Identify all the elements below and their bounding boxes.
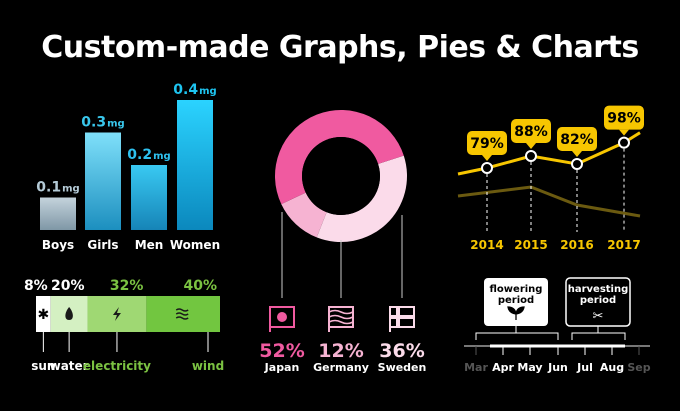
donut-slice-germany [281, 192, 327, 238]
sprout-icon-shape [507, 306, 525, 320]
japan-flag-icon [269, 306, 295, 332]
stack-value-label: 8% [24, 278, 48, 294]
donut-category-label: Japan [264, 361, 300, 374]
timeline-period-box [484, 278, 548, 326]
timeline-period-box [565, 277, 631, 327]
background-trend-line [457, 185, 641, 218]
line-value-label: 82% [560, 132, 594, 148]
line-callout-pointer [482, 155, 492, 161]
stack-category-label: water [50, 359, 89, 373]
wind-icon-stroke [175, 316, 189, 320]
flag-germany-stripe [328, 309, 354, 315]
sprout-icon [507, 306, 525, 320]
timeline-month-label: Aug [600, 361, 624, 374]
bar-category-label: Women [170, 238, 220, 252]
lightning-icon [112, 307, 121, 321]
line-value-label: 88% [514, 124, 548, 140]
water-drop-icon-shape [65, 307, 73, 320]
sun-icon: ✱ [37, 307, 49, 323]
flag-sweden-cross-h [390, 315, 414, 319]
bar-girls [85, 132, 121, 230]
flag-japan-sun [277, 312, 287, 322]
bar-value-label: 0.2mg [127, 147, 170, 163]
page-title: Custom-made Graphs, Pies & Charts [41, 30, 639, 65]
line-callout [511, 119, 551, 143]
bar-category-label: Girls [87, 238, 118, 252]
timeline-period-bracket [475, 332, 559, 340]
donut-slice-japan [275, 110, 404, 205]
timeline-period-label: harvesting [568, 284, 629, 295]
stack-category-label: electricity [83, 359, 151, 373]
timeline-month-label: Jun [547, 361, 568, 374]
line-point [525, 150, 537, 162]
timeline-month-label: Apr [492, 361, 514, 374]
timeline-period-label: period [580, 295, 616, 306]
stack-segment-sun [36, 296, 51, 332]
donut-category-label: Sweden [378, 361, 427, 374]
line-callout-pointer [572, 151, 582, 157]
line-callout [604, 105, 644, 130]
stack-category-label: sun [31, 359, 55, 373]
line-x-tick-label: 2016 [560, 238, 593, 252]
line-callout-pointer [619, 129, 629, 136]
line-value-label: 98% [607, 111, 641, 127]
timeline-month-label: Sep [627, 361, 650, 374]
line-x-tick-label: 2017 [607, 238, 640, 252]
timeline-period-bracket [571, 332, 626, 340]
bar-category-label: Men [135, 238, 164, 252]
line-point [618, 136, 630, 149]
line-callout [557, 127, 597, 151]
wind-icon-stroke [175, 312, 189, 316]
donut-category-label: Germany [313, 361, 369, 374]
donut-value-label: 52% [259, 340, 304, 362]
bar-value-label: 0.4mg [173, 82, 216, 98]
timeline-period-label: period [498, 295, 534, 306]
stack-value-label: 40% [183, 278, 217, 294]
stack-category-label: wind [192, 359, 224, 373]
wind-icon [175, 308, 189, 320]
line-value-label: 79% [470, 136, 504, 152]
scissors-icon: ✂ [593, 309, 604, 324]
bar-women [177, 100, 213, 230]
sweden-flag-icon [389, 306, 415, 332]
donut-value-label: 36% [379, 340, 424, 362]
scissors-icon-glyph: ✂ [593, 309, 604, 324]
line-callout [467, 131, 507, 155]
line-x-tick-label: 2015 [514, 238, 547, 252]
flag-germany-stripe [328, 314, 354, 320]
stack-value-label: 20% [51, 278, 85, 294]
timeline-period-label: flowering [490, 284, 543, 295]
bar-boys [40, 197, 76, 230]
timeline-month-label: Mar [464, 361, 488, 374]
sun-icon-glyph: ✱ [37, 307, 49, 323]
stack-value-label: 32% [110, 278, 144, 294]
bar-value-label: 0.3mg [81, 115, 124, 131]
bar-men [131, 165, 167, 230]
line-point [481, 162, 493, 174]
donut-slice-sweden [316, 155, 408, 243]
timeline-month-label: May [517, 361, 542, 374]
lightning-icon-shape [112, 307, 121, 321]
bar-category-label: Boys [42, 238, 74, 252]
timeline-month-label: Jul [576, 361, 593, 374]
donut-value-label: 12% [318, 340, 363, 362]
flag-germany-stripe [328, 319, 354, 325]
donut-hole [302, 137, 380, 215]
line-point [571, 158, 583, 170]
line-callout-pointer [526, 143, 536, 149]
wind-icon-stroke [175, 308, 189, 312]
line-x-tick-label: 2014 [470, 238, 503, 252]
bar-value-label: 0.1mg [36, 180, 79, 196]
germany-flag-icon [328, 306, 354, 332]
water-drop-icon [65, 307, 73, 320]
